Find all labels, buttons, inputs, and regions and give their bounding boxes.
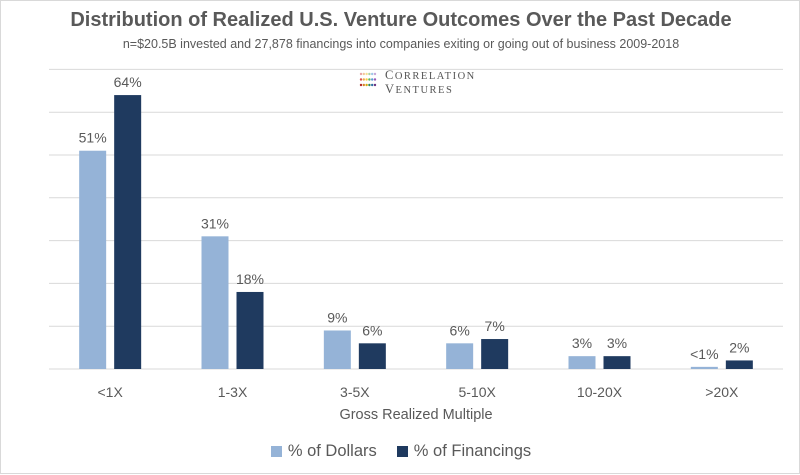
data-label: <1% <box>690 346 718 362</box>
data-label: 51% <box>79 130 107 146</box>
data-label: 3% <box>572 335 592 351</box>
logo-text: CORRELATION VENTURES <box>385 69 476 97</box>
x-tick-label: 5-10X <box>458 384 496 400</box>
logo-dot <box>365 72 368 76</box>
logo-dot <box>373 78 377 81</box>
x-tick-label: 10-20X <box>577 384 623 400</box>
logo-line-1-text: CORRELATION <box>385 68 476 82</box>
logo-dot <box>359 78 363 81</box>
logo-dot <box>359 83 363 87</box>
logo-line-1: CORRELATION <box>385 69 476 83</box>
data-label: 6% <box>450 322 470 338</box>
x-tick-label: 1-3X <box>218 384 248 400</box>
bar-financings <box>481 339 509 369</box>
bar-financings <box>725 360 753 369</box>
x-tick-label: >20X <box>705 384 739 400</box>
logo-dot <box>371 83 374 87</box>
bar-financings <box>603 356 631 369</box>
bar-dollars <box>79 150 107 369</box>
data-label: 31% <box>201 215 229 231</box>
legend-label-financings: % of Financings <box>413 442 532 460</box>
logo-dot <box>371 72 374 76</box>
chart-legend: % of Dollars % of Financings <box>1 442 800 461</box>
logo-dot <box>359 72 363 76</box>
logo-dot <box>368 72 371 76</box>
bar-dollars <box>323 330 351 369</box>
legend-item-dollars: % of Dollars <box>270 442 377 461</box>
logo-dot <box>362 78 365 81</box>
bar-dollars <box>568 356 596 369</box>
logo-line-2: VENTURES <box>385 83 476 97</box>
logo-dot <box>371 78 374 81</box>
x-tick-label: <1X <box>98 384 124 400</box>
data-label: 64% <box>114 74 142 90</box>
legend-label-dollars: % of Dollars <box>287 442 377 460</box>
correlation-ventures-logo: CORRELATION VENTURES <box>359 69 519 99</box>
logo-dot <box>365 83 368 87</box>
bar-dollars <box>690 366 718 369</box>
x-tick-label: 3-5X <box>340 384 370 400</box>
bar-dollars <box>201 236 229 369</box>
logo-line-2-text: VENTURES <box>385 82 454 96</box>
bar-financings <box>358 343 386 369</box>
legend-item-financings: % of Financings <box>396 442 532 461</box>
logo-dot <box>368 83 371 87</box>
legend-swatch-financings <box>396 446 408 457</box>
bar-dollars <box>446 343 474 369</box>
chart-subtitle: n=$20.5B invested and 27,878 financings … <box>122 37 680 51</box>
legend-swatch-dollars <box>270 446 282 457</box>
chart-title: Distribution of Realized U.S. Venture Ou… <box>70 9 732 31</box>
data-label: 3% <box>607 335 627 351</box>
bar-financings <box>236 291 264 369</box>
data-label: 7% <box>485 318 505 334</box>
logo-dot <box>373 72 377 76</box>
logo-dot <box>373 83 377 87</box>
data-label: 6% <box>362 322 382 338</box>
data-label: 2% <box>729 339 749 355</box>
logo-dot <box>362 72 365 76</box>
data-label: 9% <box>327 309 347 325</box>
logo-dot <box>368 78 371 81</box>
logo-dot <box>365 78 368 81</box>
data-label: 18% <box>236 271 264 287</box>
x-axis-title: Gross Realized Multiple <box>339 407 492 423</box>
logo-dots-icon <box>359 72 377 87</box>
logo-dot <box>362 83 365 87</box>
bar-financings <box>114 95 142 369</box>
